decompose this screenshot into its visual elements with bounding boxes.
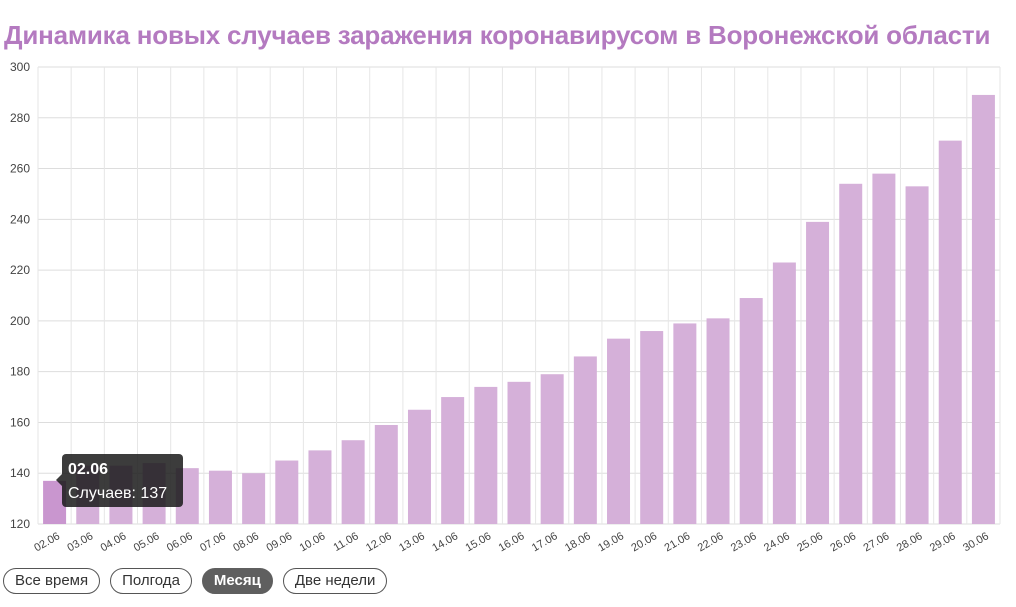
range-selector: Все время Полгода Месяц Две недели	[3, 568, 388, 594]
x-tick-label: 12.06	[364, 530, 394, 554]
x-tick-label: 18.06	[563, 530, 593, 554]
x-tick-label: 03.06	[65, 530, 95, 554]
x-tick-label: 29.06	[928, 530, 958, 554]
tooltip-body: Случаев: 137	[68, 485, 167, 502]
x-tick-label: 17.06	[530, 530, 560, 554]
range-month-button[interactable]: Месяц	[201, 568, 273, 594]
bar-26.06[interactable]	[839, 183, 863, 525]
x-tick-label: 24.06	[762, 530, 792, 554]
tooltip: 02.06 Случаев: 137	[56, 454, 183, 507]
bar-19.06[interactable]	[607, 338, 631, 524]
y-axis: 120 140 160 180 200 220 240 260 280 300	[10, 60, 30, 531]
x-tick-label: 08.06	[231, 530, 261, 554]
tooltip-pointer	[56, 474, 62, 486]
x-tick-label: 09.06	[264, 530, 294, 554]
x-tick-label: 20.06	[629, 530, 659, 554]
bar-10.06[interactable]	[308, 450, 332, 524]
x-tick-label: 27.06	[862, 530, 892, 554]
x-tick-label: 07.06	[198, 530, 228, 554]
x-tick-label: 02.06	[32, 530, 62, 554]
bar-24.06[interactable]	[772, 262, 796, 524]
x-tick-label: 05.06	[132, 530, 162, 554]
bar-27.06[interactable]	[872, 173, 896, 524]
bar-11.06[interactable]	[341, 440, 365, 524]
x-tick-label: 23.06	[729, 530, 759, 554]
x-tick-label: 25.06	[795, 530, 825, 554]
bar-02.06[interactable]	[43, 480, 67, 524]
y-tick-label: 280	[10, 111, 30, 125]
x-tick-label: 13.06	[397, 530, 427, 554]
x-tick-label: 11.06	[331, 530, 360, 554]
x-tick-label: 30.06	[961, 530, 991, 554]
x-tick-label: 06.06	[165, 530, 195, 554]
bar-08.06[interactable]	[242, 473, 266, 524]
bar-23.06[interactable]	[739, 298, 763, 524]
y-tick-label: 220	[10, 263, 30, 277]
y-tick-label: 240	[10, 212, 30, 226]
y-tick-label: 260	[10, 162, 30, 176]
y-tick-label: 140	[10, 466, 30, 480]
y-tick-label: 200	[10, 314, 30, 328]
bar-16.06[interactable]	[507, 381, 531, 524]
bar-28.06[interactable]	[905, 186, 929, 525]
bar-15.06[interactable]	[474, 386, 498, 524]
bar-25.06[interactable]	[806, 221, 830, 524]
range-all-time-button[interactable]: Все время	[3, 568, 101, 594]
x-tick-label: 26.06	[828, 530, 858, 554]
range-half-year-button[interactable]: Полгода	[110, 568, 192, 594]
bar-07.06[interactable]	[208, 470, 232, 524]
x-tick-label: 19.06	[596, 530, 626, 554]
x-tick-label: 14.06	[430, 530, 460, 554]
bar-12.06[interactable]	[374, 424, 398, 524]
x-tick-label: 22.06	[696, 530, 726, 554]
bar-18.06[interactable]	[573, 356, 597, 524]
bars	[43, 94, 995, 525]
bar-14.06[interactable]	[441, 397, 465, 524]
bar-20.06[interactable]	[640, 331, 664, 524]
bar-29.06[interactable]	[938, 140, 962, 524]
chart-title: Динамика новых случаев заражения коронав…	[4, 20, 991, 50]
y-tick-label: 120	[10, 517, 30, 531]
bar-13.06[interactable]	[407, 409, 431, 524]
y-tick-label: 300	[10, 60, 30, 74]
y-tick-label: 160	[10, 415, 30, 429]
grid	[37, 66, 1001, 525]
x-tick-label: 16.06	[497, 530, 527, 554]
x-axis: 02.06 03.06 04.06 05.06 06.06 07.06 08.06 09.06…	[32, 530, 991, 554]
tooltip-box	[62, 454, 183, 507]
bar-30.06[interactable]	[971, 94, 995, 524]
range-two-weeks-button[interactable]: Две недели	[282, 568, 388, 594]
x-tick-label: 21.06	[663, 530, 693, 554]
bar-17.06[interactable]	[540, 374, 564, 524]
bar-09.06[interactable]	[275, 460, 299, 524]
x-tick-label: 10.06	[298, 530, 328, 554]
y-tick-label: 180	[10, 365, 30, 379]
x-tick-label: 15.06	[463, 530, 493, 554]
tooltip-title: 02.06	[68, 461, 108, 478]
x-tick-label: 04.06	[99, 530, 129, 554]
x-tick-label: 28.06	[895, 530, 925, 554]
bar-21.06[interactable]	[673, 323, 697, 524]
bar-22.06[interactable]	[706, 318, 730, 524]
